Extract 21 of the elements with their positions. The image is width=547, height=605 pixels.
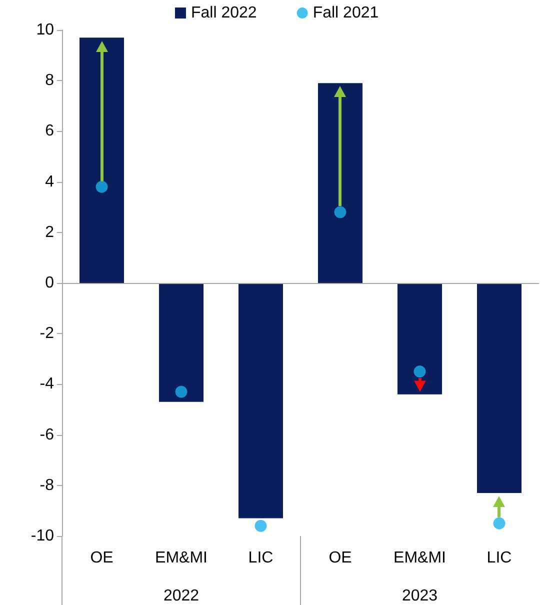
- y-tick-label: -4: [40, 376, 54, 393]
- legend-label: Fall 2022: [191, 4, 257, 22]
- x-tick-label: OE: [328, 550, 352, 566]
- x-tick-label: LIC: [486, 550, 512, 566]
- x-tick-label: OE: [90, 550, 114, 566]
- y-tick-label: 0: [45, 274, 54, 292]
- x-tick-label: EM&MI: [155, 550, 208, 566]
- y-tick-label: 8: [45, 72, 54, 90]
- y-tick-label: -2: [40, 325, 54, 342]
- text: 2022: [163, 588, 200, 604]
- y-tick-label: -8: [40, 476, 54, 494]
- y-tick-label: -6: [40, 426, 54, 444]
- x-tick-label: LIC: [248, 550, 274, 566]
- y-tick-label: -10: [30, 528, 54, 544]
- y-tick-label: 4: [45, 173, 54, 190]
- y-tick-label: 2: [45, 224, 54, 241]
- y-tick-label: 10: [36, 22, 54, 38]
- x-tick-label: EM&MI: [394, 550, 446, 566]
- legend-label: Fall 2021: [312, 4, 379, 22]
- text: 2023: [402, 588, 438, 604]
- y-tick-label: 6: [45, 122, 54, 140]
